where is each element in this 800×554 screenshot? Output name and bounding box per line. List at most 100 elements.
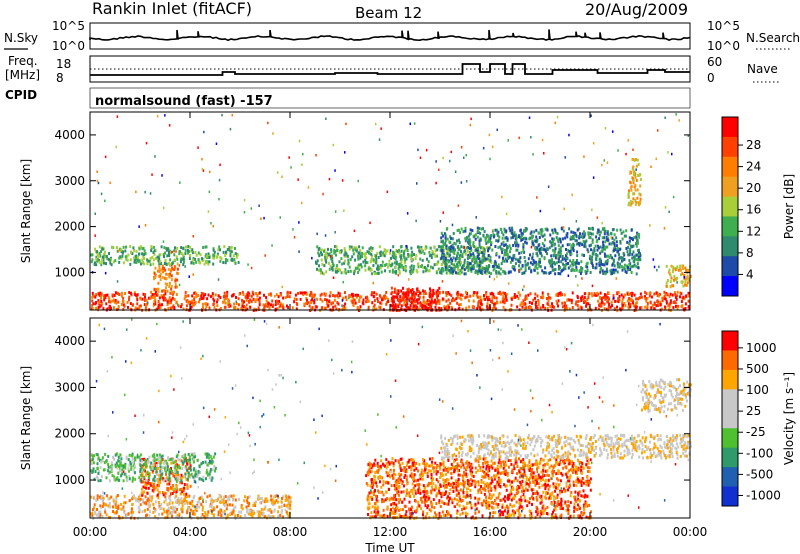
power-cell: [583, 244, 586, 248]
power-cell: [167, 306, 170, 310]
power-cell: [263, 304, 266, 308]
power-cell: [491, 265, 494, 268]
power-cell: [409, 289, 412, 293]
power-cell: [587, 231, 590, 235]
power-point: [616, 300, 618, 303]
velocity-cell: [205, 514, 208, 518]
power-cell: [168, 298, 171, 301]
power-cell: [620, 293, 623, 297]
power-cell: [191, 301, 194, 305]
power-cell: [448, 264, 451, 268]
power-cell: [440, 269, 443, 273]
power-cell: [570, 269, 573, 273]
power-cell: [685, 294, 688, 298]
power-cell: [201, 257, 203, 261]
power-cell: [467, 238, 470, 242]
power-cell: [295, 307, 298, 311]
velocity-cell: [171, 472, 174, 475]
power-cell: [421, 306, 424, 310]
power-cell: [162, 270, 165, 274]
power-cell: [496, 233, 499, 237]
power-cell: [669, 285, 672, 289]
power-cell: [128, 295, 131, 299]
power-point: [94, 234, 96, 237]
velocity-cell: [115, 495, 118, 499]
power-cell: [595, 253, 598, 256]
velocity-cell: [422, 461, 425, 465]
power-point: [97, 181, 100, 185]
power-cell: [521, 238, 524, 241]
power-cell: [191, 299, 194, 303]
velocity-cell: [230, 494, 233, 498]
power-cell: [135, 294, 138, 298]
velocity-cell: [228, 495, 231, 499]
power-cell: [612, 294, 615, 298]
power-point: [161, 174, 163, 177]
velocity-cell: [381, 490, 384, 494]
power-cell: [173, 290, 175, 294]
power-point: [667, 151, 669, 154]
power-cell: [246, 296, 249, 300]
power-cell: [402, 252, 405, 256]
power-cell: [635, 265, 638, 269]
power-point: [599, 296, 602, 299]
velocity-cell: [137, 498, 139, 502]
velocity-cell: [382, 508, 385, 512]
power-cell: [478, 299, 481, 303]
power-cell: [444, 259, 447, 263]
velocity-cell: [141, 474, 143, 478]
power-cell: [616, 309, 619, 313]
power-cell: [656, 300, 659, 304]
power-cell: [465, 290, 467, 294]
power-cell: [159, 278, 162, 282]
velocity-cell: [483, 470, 486, 474]
power-cell: [617, 297, 620, 301]
power-cell: [354, 293, 357, 297]
power-cell: [431, 249, 434, 253]
power-cell: [559, 249, 562, 253]
power-point: [438, 168, 440, 171]
power-cell: [673, 301, 676, 304]
power-cell: [559, 293, 562, 297]
power-cell: [332, 263, 335, 267]
power-cell: [528, 301, 531, 304]
power-point: [675, 113, 677, 116]
power-cell: [569, 237, 572, 241]
power-cell: [141, 260, 144, 264]
power-cell: [456, 295, 459, 299]
power-cell: [520, 236, 523, 240]
velocity-cell: [438, 489, 441, 493]
power-cell: [202, 292, 205, 296]
power-cell: [442, 245, 444, 249]
power-cell: [634, 184, 637, 187]
power-cell: [472, 241, 475, 245]
power-cell: [630, 188, 633, 192]
power-cell: [569, 264, 572, 268]
power-cell: [375, 292, 378, 296]
power-cell: [449, 269, 452, 273]
power-cell: [587, 302, 590, 306]
power-cell: [536, 294, 539, 298]
power-cell: [631, 265, 634, 268]
power-cell: [316, 297, 319, 301]
power-cell: [666, 279, 669, 282]
power-cell: [408, 297, 411, 301]
power-point: [250, 207, 253, 210]
power-cell: [453, 263, 456, 267]
power-cell: [493, 305, 496, 309]
power-point: [528, 116, 531, 119]
power-cell: [440, 271, 443, 275]
power-cell: [441, 248, 444, 252]
power-cell: [561, 244, 564, 248]
velocity-cell: [440, 495, 443, 499]
velocity-cell: [211, 511, 214, 515]
velocity-cell: [511, 468, 514, 472]
velocity-cell: [275, 499, 278, 503]
power-cell: [161, 295, 163, 299]
power-cell: [224, 261, 227, 265]
power-point: [301, 201, 303, 205]
power-cell: [399, 262, 402, 266]
power-cell: [440, 263, 443, 266]
power-cell: [549, 271, 552, 274]
velocity-cell: [534, 483, 537, 487]
